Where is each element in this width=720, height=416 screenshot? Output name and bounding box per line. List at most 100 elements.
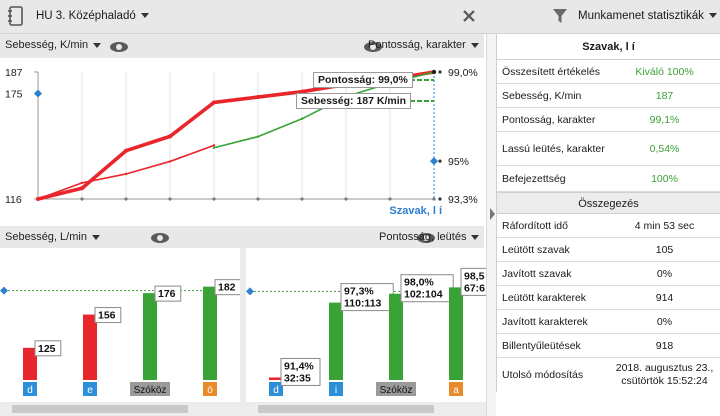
- data-point: [80, 186, 84, 191]
- summary-key: Javított karakterek: [502, 315, 588, 328]
- accuracy-bar-scrollbar[interactable]: [246, 404, 486, 414]
- value-label-box: [34, 340, 62, 357]
- value-label: 102:104: [404, 289, 443, 301]
- value-label: 125: [38, 343, 56, 355]
- value-label-box: [280, 357, 321, 386]
- stats-key: Lassú leütés, karakter: [502, 142, 605, 155]
- x-tick: [300, 197, 304, 201]
- data-point: [212, 144, 216, 147]
- panel-splitter[interactable]: [486, 34, 496, 416]
- category-key: [449, 382, 463, 396]
- collapse-arrow-icon[interactable]: [488, 204, 498, 224]
- legend-speed-label: Sebesség: 187 K/min: [301, 95, 407, 107]
- bar: [329, 302, 343, 380]
- category-label: e: [87, 385, 93, 396]
- category-label: Szóköz: [134, 385, 167, 396]
- value-label: 91,4%: [284, 360, 314, 372]
- bottom-left-metric-dropdown[interactable]: Sebesség, L/min: [5, 231, 100, 243]
- accuracy-bar-chart: d 91,4%32:35 i 97,3%110:113 Szóköz 98,0%102:1…: [246, 267, 486, 396]
- summary-value: 0%: [656, 267, 673, 280]
- data-point: [300, 89, 304, 94]
- right-tick-label: 99,0%: [448, 67, 478, 79]
- bottom-right-metric-dropdown[interactable]: Pontosság, leütés: [379, 231, 480, 243]
- category-key: [376, 382, 416, 396]
- top-chart-toolbar: [0, 34, 484, 58]
- data-point: [256, 135, 260, 138]
- category-key: [83, 382, 97, 396]
- right-marker: [430, 157, 438, 166]
- category-key: [23, 382, 37, 396]
- value-label: 98,5: [464, 270, 485, 282]
- category-key: [203, 382, 217, 396]
- top-left-metric-label: Sebesség, K/min: [5, 39, 89, 51]
- eye-icon[interactable]: [110, 42, 128, 53]
- chevron-down-icon: [471, 234, 480, 240]
- chevron-down-icon: [93, 42, 102, 48]
- bar: [203, 286, 217, 380]
- x-tick: [80, 197, 84, 201]
- close-icon[interactable]: [462, 9, 476, 23]
- end-point: [431, 69, 437, 75]
- notebook-icon[interactable]: [7, 6, 23, 26]
- value-label: 67:6: [464, 282, 485, 294]
- summary-value: 918: [655, 339, 674, 352]
- eye-icon[interactable]: [417, 233, 436, 244]
- summary-value: 4 min 53 sec: [634, 219, 695, 232]
- summary-key: Leütött szavak: [502, 243, 570, 256]
- stats-value: Kiváló 100%: [635, 65, 694, 78]
- left-tick-label: 116: [5, 194, 22, 206]
- lesson-title: HU 3. Középhaladó: [36, 10, 136, 22]
- value-label-box: [94, 307, 122, 324]
- value-label: 98,0%: [404, 277, 434, 289]
- x-tick: [168, 197, 172, 201]
- bar: [83, 314, 97, 380]
- lesson-selector[interactable]: HU 3. Középhaladó: [36, 10, 149, 22]
- speed-bar-panel: [0, 248, 240, 402]
- top-left-metric-dropdown[interactable]: Sebesség, K/min: [5, 39, 102, 51]
- stats-selector[interactable]: Munkamenet statisztikák: [578, 10, 717, 22]
- category-key: [329, 382, 343, 396]
- right-tick: [438, 159, 442, 163]
- scrollbar-thumb[interactable]: [12, 405, 188, 413]
- stats-value: 100%: [651, 172, 678, 185]
- summary-row: Ráfordított idő 4 min 53 sec: [497, 214, 720, 238]
- data-point: [36, 197, 40, 201]
- bar: [23, 347, 37, 380]
- data-point: [80, 181, 84, 185]
- summary-row: Leütött karakterek 914: [497, 286, 720, 310]
- data-point: [168, 160, 172, 163]
- value-label-box: [154, 285, 182, 302]
- top-right-metric-dropdown[interactable]: Pontosság, karakter: [368, 39, 479, 51]
- summary-key: Billentyűleütések: [502, 339, 581, 352]
- chevron-down-icon: [470, 42, 479, 48]
- x-tick: [124, 197, 128, 201]
- speed-bar-scrollbar[interactable]: [0, 404, 240, 414]
- speed-bar-chart: d 125 e 156 Szóköz 176 ö 182: [0, 279, 240, 396]
- left-tick-label: 187: [5, 67, 23, 79]
- top-header: [0, 0, 720, 34]
- eye-icon[interactable]: [151, 233, 170, 244]
- stats-row: Pontosság, karakter 99,1%: [497, 108, 720, 132]
- eye-icon[interactable]: [364, 42, 383, 53]
- summary-time: csütörtök 15:52:24: [621, 375, 708, 387]
- legend-accuracy: Pontosság: 99,0%: [313, 72, 413, 88]
- value-label: 182: [218, 282, 236, 294]
- stats-row: Összesített értékelés Kiváló 100%: [497, 60, 720, 84]
- data-point: [124, 148, 128, 153]
- value-label-box: [400, 274, 454, 303]
- summary-key: Ráfordított idő: [502, 219, 568, 232]
- stats-key: Összesített értékelés: [502, 65, 601, 78]
- scrollbar-thumb[interactable]: [258, 405, 434, 413]
- data-point: [212, 100, 216, 105]
- stats-header: Szavak, l í: [497, 34, 720, 60]
- category-key: [269, 382, 283, 396]
- stats-key: Pontosság, karakter: [502, 113, 596, 126]
- summary-value: 105: [655, 243, 674, 256]
- summary-header-label: Összegezés: [578, 198, 639, 210]
- filter-icon[interactable]: [553, 8, 567, 24]
- category-label: Szóköz: [380, 385, 413, 396]
- chevron-down-icon: [91, 234, 100, 240]
- summary-value: 2018. augusztus 23., csütörtök 15:52:24: [609, 362, 720, 388]
- stats-title: Munkamenet statisztikák: [578, 10, 704, 22]
- stats-key: Befejezettség: [502, 172, 566, 185]
